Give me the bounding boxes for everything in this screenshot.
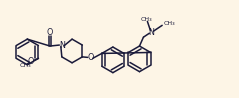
Text: N: N bbox=[148, 28, 154, 37]
Text: N: N bbox=[59, 41, 65, 50]
Text: CH₃: CH₃ bbox=[163, 21, 175, 26]
Text: O: O bbox=[47, 28, 53, 37]
Text: O: O bbox=[28, 57, 34, 66]
Text: O: O bbox=[87, 53, 93, 62]
Text: CH₃: CH₃ bbox=[141, 17, 152, 22]
Text: CH₃: CH₃ bbox=[20, 63, 31, 68]
